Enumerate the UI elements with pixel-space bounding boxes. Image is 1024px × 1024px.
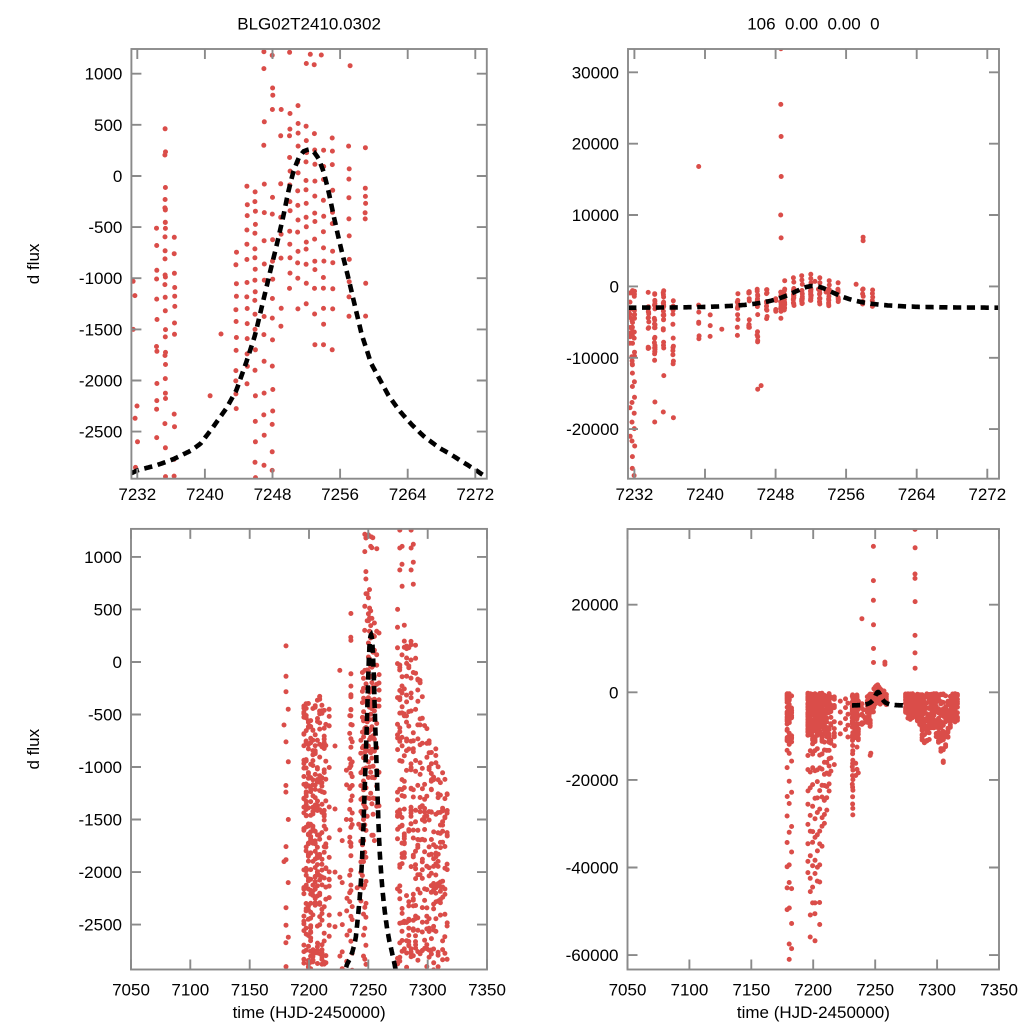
svg-text:-500: -500 (88, 218, 122, 237)
svg-text:7200: 7200 (290, 981, 328, 1000)
svg-text:0: 0 (610, 277, 619, 296)
svg-text:-60000: -60000 (566, 946, 619, 965)
svg-text:500: 500 (94, 600, 122, 619)
svg-text:7350: 7350 (468, 981, 506, 1000)
svg-text:-2000: -2000 (79, 372, 122, 391)
svg-text:7256: 7256 (321, 485, 359, 504)
svg-text:7248: 7248 (757, 485, 795, 504)
svg-text:d flux: d flux (24, 243, 43, 284)
svg-text:106 0.00 0.00 0: 106 0.00 0.00 0 (747, 15, 879, 34)
svg-text:-40000: -40000 (566, 859, 619, 878)
svg-text:1000: 1000 (85, 65, 123, 84)
svg-text:7050: 7050 (112, 981, 150, 1000)
svg-text:d flux: d flux (24, 728, 43, 769)
svg-text:BLG02T2410.0302: BLG02T2410.0302 (237, 15, 381, 34)
svg-text:0: 0 (113, 167, 122, 186)
svg-text:7250: 7250 (349, 981, 387, 1000)
svg-text:-2500: -2500 (79, 423, 122, 442)
svg-text:10000: 10000 (572, 206, 619, 225)
svg-text:7150: 7150 (231, 981, 269, 1000)
svg-text:-2000: -2000 (79, 863, 122, 882)
svg-text:7256: 7256 (827, 485, 865, 504)
svg-text:30000: 30000 (572, 63, 619, 82)
svg-text:7240: 7240 (686, 485, 724, 504)
svg-text:7150: 7150 (732, 981, 770, 1000)
svg-text:time (HJD-2450000): time (HJD-2450000) (737, 1003, 890, 1022)
svg-text:time (HJD-2450000): time (HJD-2450000) (233, 1003, 386, 1022)
svg-text:7300: 7300 (918, 981, 956, 1000)
svg-text:7100: 7100 (670, 981, 708, 1000)
svg-text:20000: 20000 (571, 596, 618, 615)
svg-text:-20000: -20000 (566, 420, 619, 439)
svg-text:7200: 7200 (794, 981, 832, 1000)
svg-text:7300: 7300 (409, 981, 447, 1000)
svg-text:-1000: -1000 (79, 269, 122, 288)
svg-text:7350: 7350 (980, 981, 1018, 1000)
svg-text:7232: 7232 (118, 485, 156, 504)
svg-text:-1500: -1500 (79, 320, 122, 339)
svg-text:7240: 7240 (186, 485, 224, 504)
svg-text:7272: 7272 (456, 485, 494, 504)
svg-text:7272: 7272 (968, 485, 1006, 504)
svg-text:-500: -500 (88, 706, 122, 725)
svg-text:7248: 7248 (254, 485, 292, 504)
svg-text:-1000: -1000 (79, 758, 122, 777)
svg-text:7050: 7050 (609, 981, 647, 1000)
svg-text:0: 0 (113, 653, 122, 672)
svg-text:1000: 1000 (84, 548, 122, 567)
svg-text:20000: 20000 (572, 135, 619, 154)
svg-text:-2500: -2500 (79, 916, 122, 935)
svg-text:7264: 7264 (389, 485, 427, 504)
svg-text:-10000: -10000 (566, 349, 619, 368)
svg-text:7100: 7100 (171, 981, 209, 1000)
svg-text:0: 0 (609, 683, 618, 702)
svg-text:-1500: -1500 (79, 811, 122, 830)
svg-text:-20000: -20000 (566, 771, 619, 790)
svg-text:500: 500 (94, 116, 122, 135)
svg-text:7250: 7250 (856, 981, 894, 1000)
svg-text:7232: 7232 (615, 485, 653, 504)
svg-text:7264: 7264 (898, 485, 936, 504)
